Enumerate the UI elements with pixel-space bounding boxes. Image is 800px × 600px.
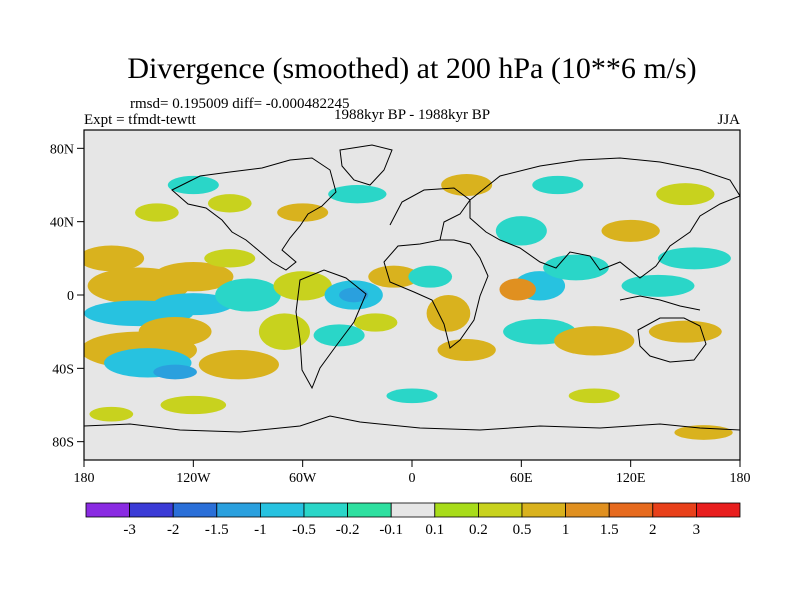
chart-title: Divergence (smoothed) at 200 hPa (10**6 … <box>127 52 696 85</box>
field-blob-16 <box>368 265 420 288</box>
field-blob-19 <box>426 295 471 332</box>
x-tick-label: 0 <box>409 471 416 486</box>
colorbar-label: 1.5 <box>600 522 619 538</box>
colorbar-label: 3 <box>693 522 701 538</box>
colorbar: -3 -2 -1.5 -1 -0.5 -0.2 -0.1 0.1 0.2 0.5 1 1.5 2 3 <box>85 502 741 538</box>
y-tick-label: 40N <box>50 216 74 231</box>
x-tick-label: 180 <box>74 471 95 486</box>
left-subtitle: Expt = tfmdt-tewtt <box>84 112 197 128</box>
colorbar-label: -1.5 <box>205 522 229 538</box>
colorbar-label: -2 <box>167 522 180 538</box>
colorbar-swatch-2 <box>172 502 218 518</box>
greenland-coast <box>339 144 393 186</box>
south-america-coast <box>295 269 367 390</box>
colorbar-swatch-5 <box>303 502 348 518</box>
field-blob-33 <box>441 174 493 196</box>
field-blob-40 <box>160 395 227 415</box>
colorbar-label: 0.1 <box>425 522 444 538</box>
field-blob-17 <box>313 324 365 347</box>
field-blob-32 <box>495 216 547 246</box>
center-subtitle: 1988kyr BP - 1988kyr BP <box>334 107 490 123</box>
colorbar-label: -1 <box>254 522 267 538</box>
field-blob-35 <box>277 203 329 222</box>
colorbar-label: -0.2 <box>336 522 360 538</box>
colorbar-swatch-14 <box>696 502 741 518</box>
field-blob-2 <box>153 262 234 292</box>
antarctica-coast <box>84 415 740 433</box>
colorbar-swatch-1 <box>129 502 174 518</box>
field-blob-31 <box>656 183 715 206</box>
colorbar-label: 1 <box>562 522 570 538</box>
field-blob-26 <box>554 326 635 356</box>
divergence-field <box>84 174 733 440</box>
colorbar-swatch-13 <box>652 502 697 518</box>
field-blob-37 <box>207 194 252 213</box>
field-blob-43 <box>386 388 438 404</box>
field-blob-10 <box>153 364 197 380</box>
field-blob-24 <box>543 254 609 281</box>
x-tick-label: 120W <box>176 471 211 486</box>
colorbar-swatch-4 <box>259 502 305 518</box>
colorbar-label: -0.5 <box>292 522 316 538</box>
y-tick-label: 80N <box>50 142 74 157</box>
field-blob-42 <box>89 406 134 422</box>
colorbar-label: -3 <box>123 522 136 538</box>
x-tick-label: 180 <box>730 471 751 486</box>
field-blob-39 <box>135 203 179 222</box>
stats-line: rmsd= 0.195009 diff= -0.000482245 <box>130 96 350 112</box>
x-tick-label: 60W <box>289 471 317 486</box>
field-blob-18 <box>353 313 398 332</box>
y-tick-label: 40S <box>52 362 74 377</box>
x-tick-label: 120E <box>616 471 646 486</box>
field-blob-12 <box>258 313 310 350</box>
colorbar-swatch-0 <box>85 502 130 518</box>
field-blob-36 <box>328 185 387 204</box>
colorbar-swatch-12 <box>608 502 654 518</box>
field-blob-34 <box>532 175 584 195</box>
colorbar-label: 0.5 <box>513 522 532 538</box>
field-blob-23 <box>499 278 536 301</box>
field-blob-5 <box>153 293 234 316</box>
colorbar-label: 2 <box>649 522 657 538</box>
field-blob-0 <box>84 245 145 272</box>
field-blob-13 <box>273 271 332 301</box>
australia-coast <box>637 317 707 363</box>
field-blob-38 <box>167 175 219 195</box>
field-blob-27 <box>648 320 722 343</box>
field-blob-6 <box>215 278 281 312</box>
x-tick-label: 60E <box>510 471 533 486</box>
field-blob-28 <box>621 274 695 297</box>
field-blob-44 <box>568 388 620 404</box>
colorbar-swatch-6 <box>347 502 392 518</box>
colorbar-label: 0.2 <box>469 522 488 538</box>
field-blob-20 <box>408 265 453 288</box>
north-america-coast <box>171 157 337 271</box>
asia-coast <box>469 157 740 279</box>
indonesia-coast <box>619 295 701 311</box>
y-tick-label: 0 <box>67 289 74 304</box>
field-blob-41 <box>674 425 733 440</box>
right-subtitle: JJA <box>717 112 740 128</box>
colorbar-label: -0.1 <box>379 522 403 538</box>
axes: 180 120W 60W 0 60E 120E 180 80N 40N 0 40S 80S <box>50 142 751 486</box>
colorbar-swatch-3 <box>216 502 261 518</box>
y-tick-label: 80S <box>52 436 74 451</box>
colorbar-swatch-8 <box>434 502 479 518</box>
colorbar-swatch-7 <box>390 502 436 518</box>
field-blob-8 <box>138 317 212 347</box>
field-blob-3 <box>204 249 256 268</box>
coastlines <box>84 144 740 433</box>
field-blob-15 <box>339 287 369 303</box>
field-blob-11 <box>198 350 279 380</box>
field-blob-30 <box>601 219 660 242</box>
field-blob-29 <box>658 247 731 270</box>
colorbar-swatch-11 <box>565 502 610 518</box>
field-blob-21 <box>437 339 496 361</box>
colorbar-swatch-10 <box>521 502 566 518</box>
europe-africa-coast <box>383 187 489 349</box>
colorbar-swatch-9 <box>477 502 523 518</box>
